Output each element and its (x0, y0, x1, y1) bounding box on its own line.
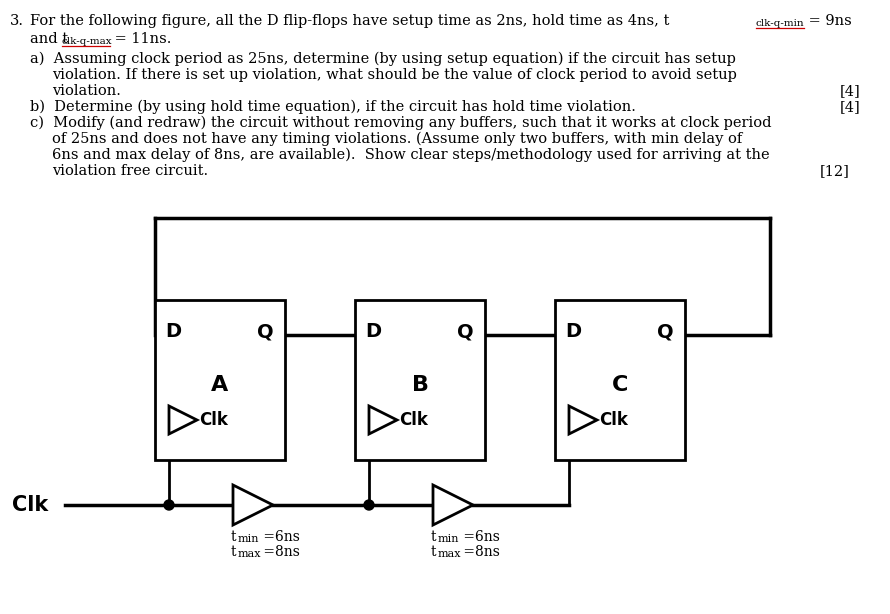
Text: = 11ns.: = 11ns. (110, 32, 172, 46)
Text: of 25ns and does not have any timing violations. (Assume only two buffers, with : of 25ns and does not have any timing vio… (52, 132, 742, 146)
Text: Q: Q (257, 322, 273, 341)
Text: min: min (238, 534, 260, 544)
Text: min: min (438, 534, 459, 544)
Bar (555, 300, 685, 460)
Text: B: B (411, 375, 428, 395)
Text: = 9ns: = 9ns (804, 14, 852, 28)
Text: Clk: Clk (12, 495, 48, 515)
Text: [4]: [4] (840, 100, 861, 114)
Text: =6ns: =6ns (259, 530, 300, 544)
Polygon shape (169, 406, 197, 434)
Text: 6ns and max delay of 8ns, are available).  Show clear steps/methodology used for: 6ns and max delay of 8ns, are available)… (52, 148, 770, 162)
Text: =6ns: =6ns (459, 530, 500, 544)
Bar (355, 300, 485, 460)
Circle shape (164, 500, 174, 510)
Text: D: D (565, 322, 581, 341)
Text: Clk: Clk (199, 411, 228, 429)
Text: t: t (431, 545, 436, 559)
Polygon shape (569, 406, 597, 434)
Text: Clk: Clk (399, 411, 428, 429)
Text: max: max (438, 549, 462, 559)
Bar (155, 300, 285, 460)
Text: D: D (365, 322, 381, 341)
Text: [12]: [12] (820, 164, 850, 178)
Text: and t: and t (30, 32, 69, 46)
Text: t: t (231, 545, 237, 559)
Circle shape (364, 500, 374, 510)
Text: Q: Q (457, 322, 473, 341)
Text: violation.: violation. (52, 84, 121, 98)
Text: violation free circuit.: violation free circuit. (52, 164, 208, 178)
Text: b)  Determine (by using hold time equation), if the circuit has hold time violat: b) Determine (by using hold time equatio… (30, 100, 635, 114)
Text: t: t (231, 530, 237, 544)
Text: For the following figure, all the D flip-flops have setup time as 2ns, hold time: For the following figure, all the D flip… (30, 14, 669, 28)
Text: Q: Q (657, 322, 674, 341)
Text: c)  Modify (and redraw) the circuit without removing any buffers, such that it w: c) Modify (and redraw) the circuit witho… (30, 116, 772, 130)
Text: Clk: Clk (599, 411, 627, 429)
Text: A: A (212, 375, 229, 395)
Polygon shape (433, 485, 473, 525)
Polygon shape (369, 406, 397, 434)
Text: clk-q-max: clk-q-max (62, 37, 113, 46)
Text: =8ns: =8ns (259, 545, 300, 559)
Text: t: t (431, 530, 436, 544)
Polygon shape (233, 485, 273, 525)
Text: 3.: 3. (10, 14, 24, 28)
Text: max: max (238, 549, 262, 559)
Text: C: C (611, 375, 628, 395)
Text: a)  Assuming clock period as 25ns, determine (by using setup equation) if the ci: a) Assuming clock period as 25ns, determ… (30, 52, 736, 66)
Text: violation. If there is set up violation, what should be the value of clock perio: violation. If there is set up violation,… (52, 68, 737, 82)
Text: clk-q-min: clk-q-min (756, 19, 805, 28)
Text: =8ns: =8ns (459, 545, 500, 559)
Text: [4]: [4] (840, 84, 861, 98)
Text: D: D (165, 322, 182, 341)
